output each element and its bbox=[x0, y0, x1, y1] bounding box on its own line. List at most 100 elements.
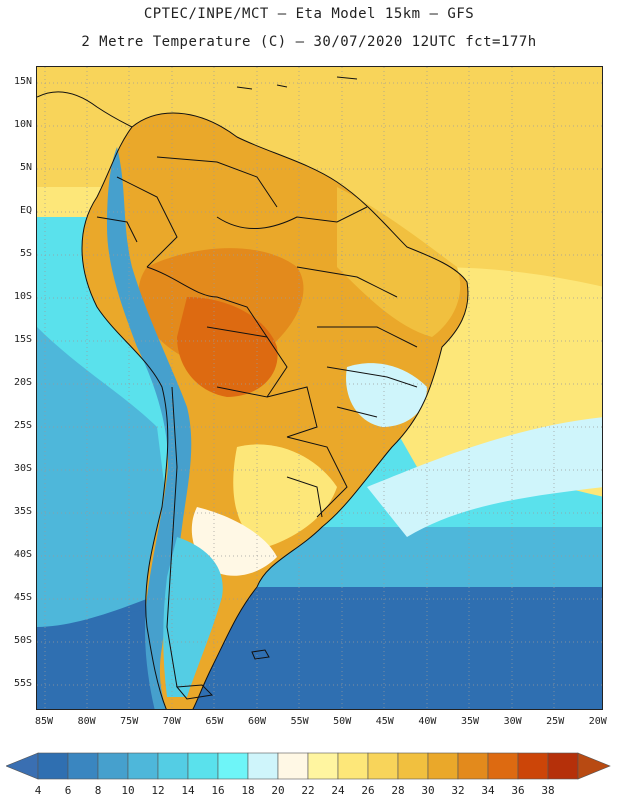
map-svg bbox=[37, 67, 602, 709]
caribbean-islands bbox=[236, 76, 358, 90]
pampas-cool bbox=[191, 507, 277, 576]
lon-label: 20W bbox=[588, 716, 607, 727]
border-venezuela bbox=[156, 156, 278, 208]
mid-ocean-southwest bbox=[37, 327, 177, 627]
title-line-1: CPTEC/INPE/MCT – Eta Model 15km – GFS bbox=[143, 6, 475, 22]
lon-label: 35W bbox=[460, 716, 480, 727]
lat-label: EQ bbox=[19, 205, 32, 216]
falkland-islands bbox=[251, 649, 270, 660]
lat-label: 35S bbox=[13, 506, 32, 517]
lat-label: 15N bbox=[13, 76, 32, 87]
colorbar-swatch bbox=[187, 752, 219, 780]
border-ecuador bbox=[96, 216, 138, 243]
lat-label: 10N bbox=[13, 119, 32, 130]
lon-label: 25W bbox=[546, 716, 565, 727]
lon-label: 45W bbox=[375, 716, 394, 727]
colorbar-swatch bbox=[127, 752, 159, 780]
colorbar-tick-label: 36 bbox=[511, 784, 525, 797]
border-argentina-chile bbox=[166, 386, 178, 688]
lat-label: 10S bbox=[13, 291, 32, 302]
colorbar-tick-label: 38 bbox=[541, 784, 555, 797]
border-colombia bbox=[116, 176, 178, 268]
title-line-2: 2 Metre Temperature (C) – 30/07/2020 12U… bbox=[81, 34, 537, 50]
colorbar-tick-label: 26 bbox=[361, 784, 375, 797]
lon-label: 40W bbox=[418, 716, 437, 727]
colorbar-tick-label: 6 bbox=[64, 784, 72, 797]
colorbar-tick-label: 8 bbox=[94, 784, 102, 797]
temperature-map bbox=[36, 66, 603, 710]
colorbar-low-arrow bbox=[6, 752, 39, 780]
patagonia bbox=[163, 537, 223, 697]
south-mild bbox=[233, 444, 337, 547]
colorbar-swatch bbox=[427, 752, 459, 780]
lon-label: 50W bbox=[333, 716, 352, 727]
lat-label: 40S bbox=[13, 549, 32, 560]
colorbar-tick-label: 22 bbox=[301, 784, 315, 797]
colorbar-tick-label: 20 bbox=[271, 784, 285, 797]
colorbar-swatch bbox=[247, 752, 279, 780]
colorbar-swatch bbox=[277, 752, 309, 780]
colorbar-swatch bbox=[37, 752, 69, 780]
lon-label: 85W bbox=[34, 716, 54, 727]
lon-label: 80W bbox=[77, 716, 96, 727]
colorbar-swatch bbox=[397, 752, 429, 780]
border-peru-brazil bbox=[146, 266, 268, 338]
lat-label: 5N bbox=[19, 162, 32, 173]
colorbar-tick-label: 24 bbox=[331, 784, 345, 797]
lon-label: 70W bbox=[162, 716, 181, 727]
colorbar-swatch bbox=[457, 752, 489, 780]
border-bolivia bbox=[206, 326, 288, 398]
lat-label: 5S bbox=[19, 248, 32, 259]
colorbar-high-arrow bbox=[577, 752, 611, 780]
lat-label: 45S bbox=[13, 592, 32, 603]
border-brazil-states-4 bbox=[336, 406, 378, 418]
country-borders bbox=[37, 76, 469, 709]
lat-label: 25S bbox=[13, 420, 32, 431]
cool-ocean-lobe bbox=[367, 417, 602, 537]
colorbar-tick-label: 34 bbox=[481, 784, 495, 797]
colorbar-swatch bbox=[217, 752, 249, 780]
central-america-coast bbox=[37, 91, 133, 128]
lat-label: 50S bbox=[13, 635, 32, 646]
coastline bbox=[81, 112, 469, 709]
graticule bbox=[37, 67, 602, 709]
colorbar-swatch bbox=[307, 752, 339, 780]
border-uruguay bbox=[286, 476, 323, 518]
colorbar-tick-label: 12 bbox=[151, 784, 165, 797]
tierra-del-fuego bbox=[175, 684, 214, 700]
central-hot-zone bbox=[177, 297, 278, 397]
lat-label: 30S bbox=[13, 463, 32, 474]
colorbar-tick-label: 18 bbox=[241, 784, 255, 797]
lon-label: 75W bbox=[120, 716, 139, 727]
colorbar-swatch bbox=[367, 752, 399, 780]
border-brazil-states-2 bbox=[317, 326, 418, 348]
lat-label: 55S bbox=[13, 678, 32, 689]
colorbar-swatch bbox=[157, 752, 189, 780]
colorbar-swatch bbox=[487, 752, 519, 780]
colorbar-tick-label: 16 bbox=[211, 784, 225, 797]
southeast-cool bbox=[346, 363, 427, 427]
colorbar-tick-label: 14 bbox=[181, 784, 195, 797]
colorbar-swatch bbox=[517, 752, 549, 780]
lon-label: 55W bbox=[290, 716, 309, 727]
lon-label: 65W bbox=[205, 716, 224, 727]
colorbar-swatch bbox=[547, 752, 579, 780]
colorbar-tick-label: 10 bbox=[121, 784, 135, 797]
border-brazil-west bbox=[216, 206, 368, 230]
border-paraguay bbox=[266, 386, 318, 438]
colorbar-swatch bbox=[97, 752, 129, 780]
colorbar-tick-label: 30 bbox=[421, 784, 435, 797]
lon-label: 60W bbox=[247, 716, 267, 727]
border-brazil-states-3 bbox=[326, 366, 418, 388]
northeast-mild bbox=[337, 187, 461, 337]
colorbar-tick-label: 32 bbox=[451, 784, 465, 797]
lat-label: 15S bbox=[13, 334, 32, 345]
colorbar-tick-label: 4 bbox=[34, 784, 42, 797]
lat-label: 20S bbox=[13, 377, 32, 388]
colorbar-tick-label: 28 bbox=[391, 784, 405, 797]
colorbar-swatch bbox=[67, 752, 99, 780]
border-brazil-south bbox=[286, 436, 348, 518]
border-brazil-states-1 bbox=[296, 266, 398, 298]
colorbar-swatch bbox=[337, 752, 369, 780]
lon-label: 30W bbox=[503, 716, 522, 727]
